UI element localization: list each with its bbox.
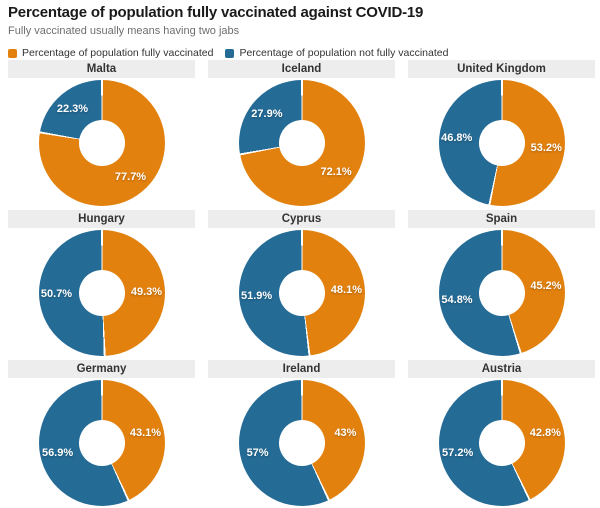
donut-panel-ireland: Ireland 43% 57% (208, 360, 395, 508)
slice-label-not_fully: 46.8% (441, 132, 473, 145)
slice-label-not_fully: 50.7% (40, 287, 73, 300)
legend-item-not-fully-vaccinated: Percentage of population not fully vacci… (225, 47, 448, 59)
country-title-united-kingdom: United Kingdom (408, 60, 595, 78)
donut-grid: Malta 77.7% 22.3% Iceland 72.1% 27.9% United K… (8, 60, 600, 508)
donut-hole (78, 120, 125, 166)
slice-label-fully: 48.1% (330, 284, 363, 297)
slice-label-not_fully: 57% (246, 446, 269, 459)
donut-panel-austria: Austria 42.8% 57.2% (408, 360, 595, 508)
donut-hole (478, 420, 525, 466)
slice-label-fully: 43% (334, 427, 357, 440)
country-title-austria: Austria (408, 360, 595, 378)
donut-panel-cyprus: Cyprus 48.1% 51.9% (208, 210, 395, 360)
slice-label-not_fully: 56.9% (41, 446, 74, 459)
slice-label-fully: 45.2% (530, 280, 562, 293)
donut-chart-germany: 43.1% 56.9% (38, 380, 165, 506)
donut-chart-iceland: 72.1% 27.9% (238, 80, 365, 206)
legend-item-fully-vaccinated: Percentage of population fully vaccinate… (8, 47, 213, 59)
slice-label-fully: 53.2% (530, 141, 562, 154)
donut-hole (78, 420, 125, 466)
legend-swatch-blue (225, 48, 235, 58)
page-title: Percentage of population fully vaccinate… (8, 4, 424, 21)
donut-panel-germany: Germany 43.1% 56.9% (8, 360, 195, 508)
country-title-ireland: Ireland (208, 360, 395, 378)
legend: Percentage of population fully vaccinate… (8, 47, 600, 59)
donut-panel-hungary: Hungary 49.3% 50.7% (8, 210, 195, 360)
slice-label-not_fully: 51.9% (240, 289, 273, 302)
donut-hole (478, 120, 525, 166)
slice-label-fully: 42.8% (529, 426, 561, 439)
donut-hole (278, 270, 325, 316)
slice-label-fully: 49.3% (130, 286, 163, 298)
slice-label-not_fully: 54.8% (441, 293, 473, 306)
donut-chart-austria: 42.8% 57.2% (438, 380, 565, 506)
country-title-germany: Germany (8, 360, 195, 378)
legend-swatch-orange (8, 48, 17, 58)
donut-panel-iceland: Iceland 72.1% 27.9% (208, 60, 395, 210)
donut-chart-cyprus: 48.1% 51.9% (238, 230, 365, 356)
slice-label-fully: 43.1% (129, 427, 162, 440)
slice-label-not_fully: 27.9% (251, 108, 283, 121)
country-title-iceland: Iceland (208, 60, 395, 78)
legend-label: Percentage of population fully vaccinate… (22, 47, 214, 59)
page-subtitle: Fully vaccinated usually means having tw… (8, 25, 240, 37)
donut-hole (78, 270, 125, 316)
donut-hole (478, 270, 525, 316)
country-title-spain: Spain (408, 210, 595, 228)
donut-panel-united-kingdom: United Kingdom 53.2% 46.8% (408, 60, 595, 210)
donut-hole (278, 420, 325, 466)
slice-label-not_fully: 57.2% (442, 447, 474, 460)
donut-chart-spain: 45.2% 54.8% (438, 230, 565, 356)
slice-label-fully: 77.7% (114, 171, 147, 184)
slice-label-not_fully: 22.3% (56, 102, 89, 115)
donut-chart-hungary: 49.3% 50.7% (38, 230, 165, 356)
donut-panel-spain: Spain 45.2% 54.8% (408, 210, 595, 360)
country-title-cyprus: Cyprus (208, 210, 395, 228)
donut-panel-malta: Malta 77.7% 22.3% (8, 60, 195, 210)
donut-chart-united-kingdom: 53.2% 46.8% (438, 80, 565, 206)
slice-label-fully: 72.1% (320, 165, 352, 178)
donut-chart-ireland: 43% 57% (238, 380, 365, 506)
chart-header: Percentage of population fully vaccinate… (8, 4, 600, 60)
country-title-malta: Malta (8, 60, 195, 78)
donut-chart-malta: 77.7% 22.3% (38, 80, 165, 206)
legend-label: Percentage of population not fully vacci… (239, 47, 449, 59)
country-title-hungary: Hungary (8, 210, 195, 228)
donut-hole (278, 120, 325, 166)
